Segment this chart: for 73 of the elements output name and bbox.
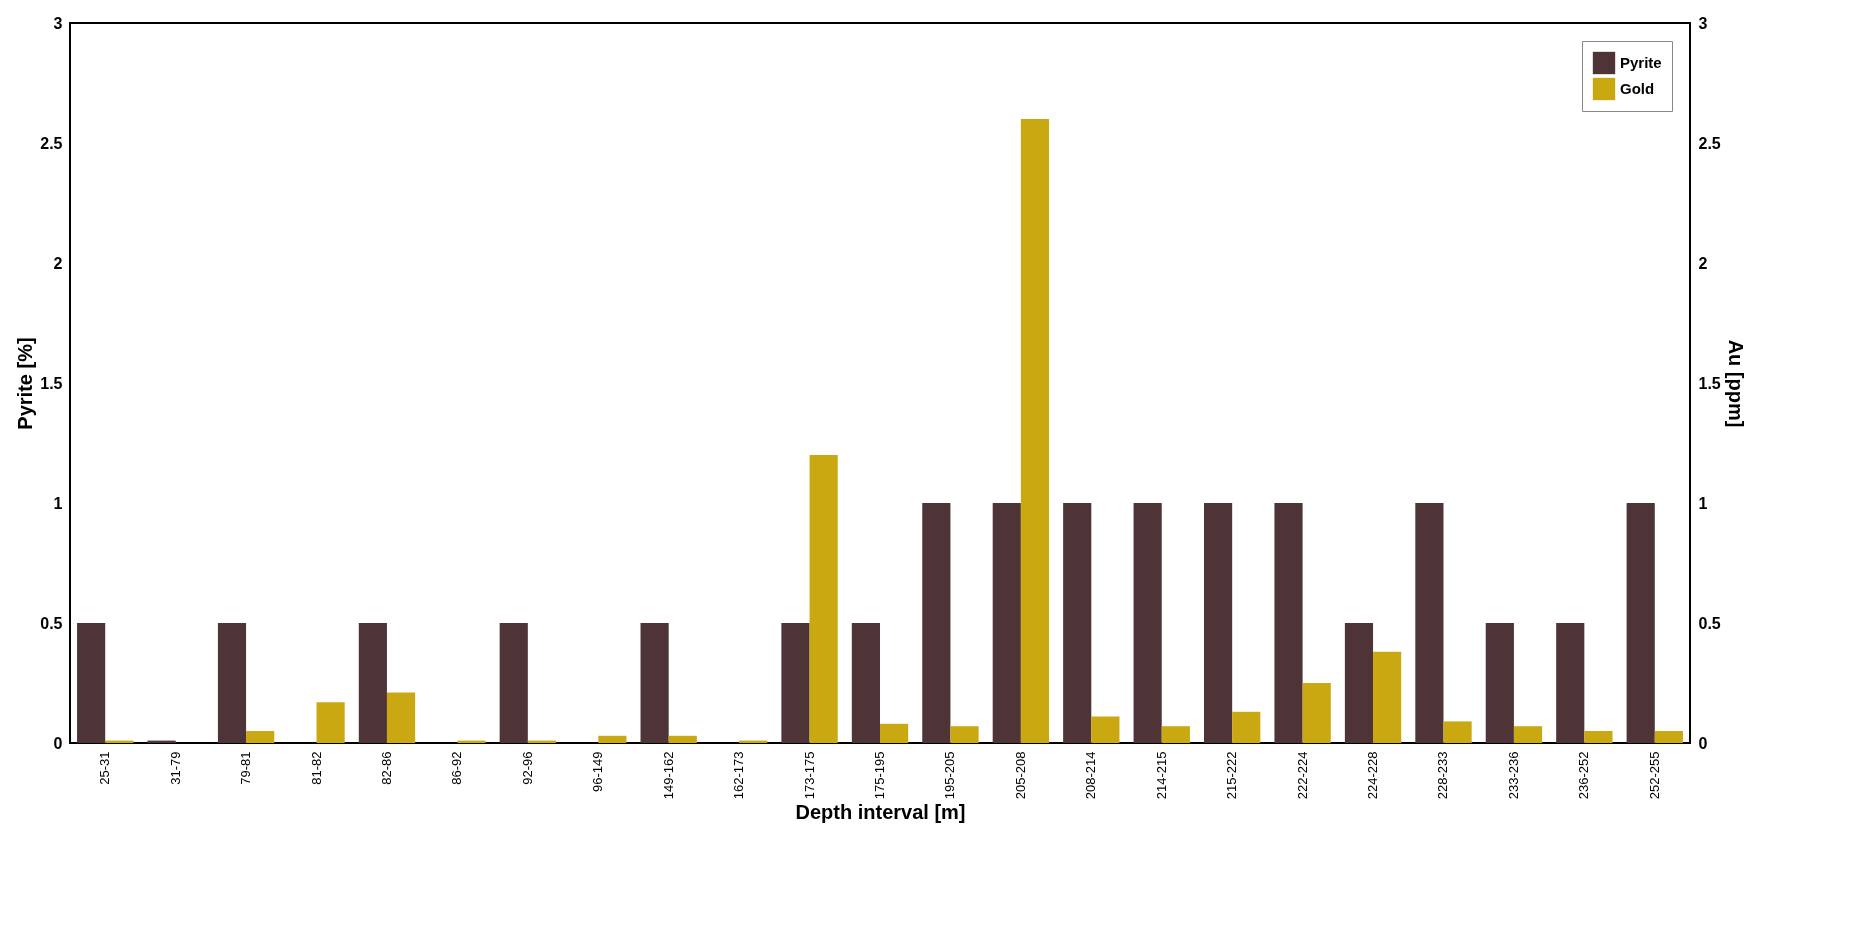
- bar: [1133, 503, 1162, 743]
- bar: [950, 726, 979, 743]
- bar: [358, 623, 387, 743]
- bar: [1232, 711, 1261, 743]
- y2-tick-label: 1: [1698, 494, 1708, 512]
- legend-label: Gold: [1620, 80, 1655, 97]
- bar: [922, 503, 951, 743]
- x-tick-label: 162-173: [731, 751, 747, 800]
- y2-tick-label: 2: [1698, 254, 1708, 272]
- bar: [1626, 503, 1655, 743]
- x-tick-label: 228-233: [1435, 751, 1451, 800]
- x-tick-label: 222-224: [1294, 751, 1310, 800]
- x-tick-label: 233-236: [1505, 751, 1521, 800]
- bar: [1443, 721, 1472, 743]
- y2-tick-label: 3: [1698, 14, 1708, 32]
- bar: [217, 623, 247, 743]
- y-tick-label: 0: [53, 734, 63, 752]
- x-tick-label: 31-79: [167, 751, 183, 785]
- x-tick-label: 86-92: [449, 751, 465, 785]
- bar: [1063, 503, 1092, 743]
- x-tick-label: 81-82: [308, 751, 324, 785]
- y-tick-label: 3: [53, 14, 63, 32]
- x-tick-label: 236-252: [1576, 751, 1592, 800]
- y-tick-label: 2.5: [40, 134, 63, 152]
- bar: [1020, 119, 1050, 743]
- bar: [1161, 726, 1190, 743]
- x-tick-label: 173-175: [801, 751, 817, 800]
- x-tick-label: 205-208: [1012, 751, 1028, 800]
- x-tick-label: 175-195: [872, 751, 887, 800]
- bar: [880, 723, 909, 743]
- bar: [668, 735, 697, 743]
- y-tick-label: 2: [53, 254, 63, 272]
- x-tick-label: 96-149: [590, 751, 606, 792]
- bar: [1415, 503, 1444, 743]
- bar: [1274, 503, 1303, 743]
- x-tick-label: 195-205: [942, 751, 958, 800]
- x-tick-label: 215-222: [1224, 751, 1240, 800]
- bar: [499, 623, 528, 743]
- y2-tick-label: 0.5: [1698, 614, 1721, 632]
- y2-tick-label: 2.5: [1698, 134, 1721, 152]
- bar: [851, 623, 880, 743]
- bar: [598, 735, 627, 743]
- y2-tick-label: 0: [1698, 734, 1708, 752]
- y-tick-label: 0.5: [40, 614, 63, 632]
- x-tick-label: 92-96: [519, 751, 535, 785]
- x-tick-label: 252-255: [1646, 751, 1662, 800]
- x-tick-label: 25-31: [97, 751, 113, 785]
- x-tick-label: 224-228: [1365, 751, 1381, 800]
- legend-label: Pyrite: [1620, 54, 1662, 71]
- x-tick-label: 208-214: [1083, 751, 1099, 800]
- bar: [1513, 726, 1543, 743]
- bar: [1584, 731, 1613, 743]
- bar: [77, 623, 106, 743]
- bar: [1654, 731, 1683, 743]
- x-tick-label: 214-215: [1153, 751, 1169, 800]
- bar: [1485, 623, 1514, 743]
- bar: [640, 623, 669, 743]
- bar: [1091, 716, 1120, 743]
- x-tick-label: 82-86: [378, 751, 394, 785]
- bar: [809, 455, 838, 743]
- x-tick-label: 79-81: [238, 751, 254, 785]
- bar: [1302, 683, 1331, 743]
- y-axis-title: Pyrite [%]: [14, 337, 37, 430]
- y-tick-label: 1: [53, 494, 63, 512]
- x-axis-title: Depth interval [m]: [795, 801, 966, 824]
- y2-axis-title: Au [ppm]: [1724, 339, 1747, 428]
- y2-tick-label: 1.5: [1698, 374, 1721, 392]
- bar: [316, 702, 345, 743]
- bar: [246, 731, 275, 743]
- x-tick-label: 149-162: [660, 751, 676, 800]
- bar: [1204, 503, 1233, 743]
- bar: [1556, 623, 1585, 743]
- y-tick-label: 1.5: [40, 374, 63, 392]
